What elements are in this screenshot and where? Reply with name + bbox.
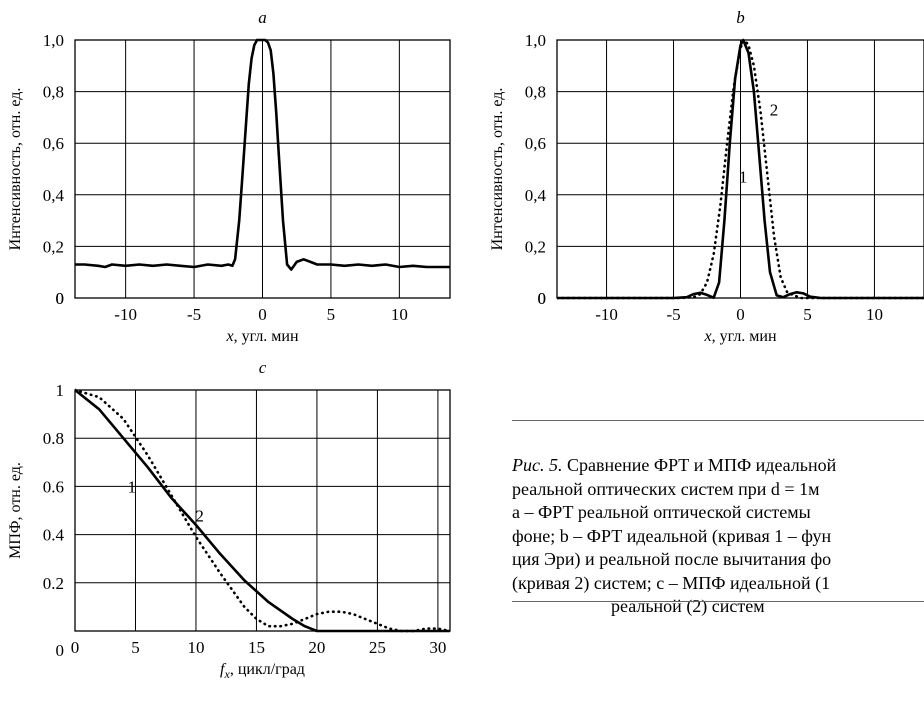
y-tick-label: 0.6 — [43, 477, 64, 496]
x-tick-label: 20 — [308, 638, 325, 657]
curve-label-1: 1 — [128, 477, 137, 496]
caption-text: Рис. 5. Сравнение ФРТ и МПФ идеальной ре… — [512, 454, 924, 619]
y-tick-label: 1,0 — [525, 31, 546, 50]
y-tick-label: 1 — [56, 381, 65, 400]
y-tick-label: 0,4 — [525, 186, 547, 205]
caption-line-1: Рис. 5. Сравнение ФРТ и МПФ идеальной — [512, 454, 924, 478]
y-tick-label: 0,4 — [43, 186, 65, 205]
series-line-1 — [75, 38, 450, 271]
caption-label: Рис. 5. — [512, 455, 563, 475]
series-line-1 — [75, 388, 450, 633]
y-tick-label: 0,8 — [43, 83, 64, 102]
caption-line-7: реальной (2) систем — [611, 596, 765, 616]
y-tick-label: 0,2 — [525, 237, 546, 256]
chart-title: b — [736, 8, 745, 27]
x-tick-label: 5 — [327, 305, 336, 324]
y-axis-label: Интенсивность, отн. ед. — [489, 88, 506, 251]
y-tick-label: 0 — [56, 289, 65, 308]
x-axis-label: x, угл. мин — [225, 328, 299, 345]
y-tick-label: 0.4 — [43, 526, 65, 545]
chart-title: a — [258, 8, 267, 27]
x-tick-label: 25 — [369, 638, 386, 657]
caption-line-4: фоне; b – ФРТ идеальной (кривая 1 – фун — [512, 525, 832, 546]
caption-line-6: (кривая 2) систем; c – МПФ идеальной (1 — [512, 572, 831, 593]
x-tick-label: 15 — [248, 638, 265, 657]
y-tick-label: 0,6 — [43, 134, 64, 153]
series-line-2 — [75, 388, 450, 633]
x-tick-label: -10 — [114, 305, 137, 324]
x-tick-label: 10 — [187, 638, 204, 657]
y-axis-label: Интенсивность, отн. ед. — [7, 88, 24, 251]
x-axis-label: fx, цикл/град — [220, 661, 305, 681]
plot-frame — [556, 39, 924, 299]
chart-title: c — [259, 358, 267, 377]
x-tick-label: 0 — [71, 638, 80, 657]
curve-label-2: 2 — [195, 506, 204, 525]
y-tick-label: 0 — [56, 289, 65, 308]
caption-line-2: реальной оптических систем при d = 1м — [512, 478, 820, 499]
y-tick-label: 0,8 — [525, 83, 546, 102]
series-line-1 — [557, 38, 924, 300]
series-line-2 — [557, 38, 924, 300]
y-tick-label: 1,0 — [43, 31, 64, 50]
x-tick-label: 5 — [803, 305, 812, 324]
x-tick-label: 5 — [131, 638, 140, 657]
caption-line-5: ция Эри) и реальной после вычитания фо — [512, 549, 832, 569]
x-tick-label: 30 — [429, 638, 446, 657]
y-axis-label: МПФ, отн. ед. — [7, 462, 24, 559]
x-tick-label: 0 — [258, 305, 267, 324]
y-tick-label: 0 — [538, 289, 547, 308]
x-tick-label: 10 — [866, 305, 883, 324]
plot-frame — [74, 389, 451, 632]
y-tick-label: 0.8 — [43, 429, 64, 448]
curve-label-1: 1 — [739, 168, 748, 187]
y-tick-label: 0 — [56, 641, 65, 660]
x-tick-label: -5 — [666, 305, 680, 324]
x-tick-label: -5 — [187, 305, 201, 324]
x-axis-label: x, угл. мин — [703, 328, 777, 345]
caption-bottom-rule — [512, 601, 924, 602]
x-tick-label: 0 — [736, 305, 745, 324]
caption-line-3: a – ФРТ реальной оптической системы — [512, 502, 811, 522]
y-tick-label: 0.2 — [43, 574, 64, 593]
curve-label-2: 2 — [770, 101, 779, 120]
caption-top-rule — [512, 420, 924, 421]
y-tick-label: 0,6 — [525, 134, 546, 153]
y-tick-label: 0 — [538, 289, 547, 308]
caption-line-1-text: Сравнение ФРТ и МПФ идеальной — [566, 455, 837, 475]
y-tick-label: 0,2 — [43, 237, 64, 256]
x-tick-label: -10 — [595, 305, 618, 324]
x-tick-label: 10 — [391, 305, 408, 324]
